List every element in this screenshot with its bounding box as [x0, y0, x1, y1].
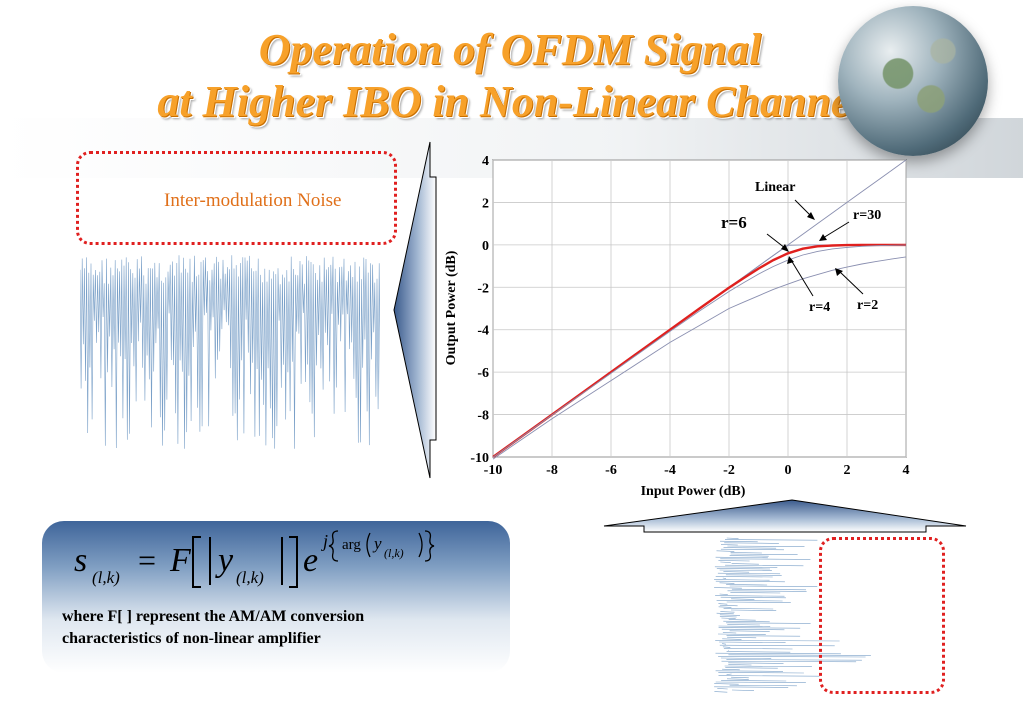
eq-arg: y [215, 542, 234, 579]
eq-right-bracket [289, 536, 298, 588]
pointer-r6 [766, 233, 786, 249]
tick-labels: -10 -8 -6 -4 -2 0 2 4 -10 -8 -6 -4 -2 0 2 4 [470, 154, 909, 478]
pointer-linear-head [807, 212, 815, 220]
eq-lhs: s [74, 542, 87, 579]
y-tick-label: -10 [470, 451, 489, 466]
y-tick-label: -4 [477, 324, 489, 339]
pointer-r6-head [781, 244, 789, 252]
eq-left-bracket [192, 536, 201, 588]
x-tick-label: -2 [723, 463, 735, 478]
pointer-r30-head [819, 234, 827, 241]
eq-exp-sub: (l,k) [384, 546, 404, 560]
x-tick-label: -4 [664, 463, 676, 478]
pointer-linear [794, 199, 812, 217]
eq-func: F [169, 542, 192, 579]
clipped-signal-waveform [714, 537, 871, 693]
eq-lhs-sub: (l,k) [92, 568, 120, 587]
magnify-arrow-bottom [603, 499, 967, 533]
y-tick-label: 0 [482, 239, 489, 254]
clipped-waveform-trace [714, 537, 871, 693]
caption-line-2: characteristics of non-linear amplifier [62, 630, 321, 647]
label-r4: r=4 [809, 300, 830, 315]
x-tick-label: 2 [844, 463, 851, 478]
y-tick-label: -8 [477, 409, 489, 424]
eq-equals: = [138, 542, 156, 578]
x-tick-label: -10 [484, 463, 503, 478]
eq-base: e [303, 542, 318, 579]
title-line-2: at Higher IBO in Non-Linear Channel [157, 77, 863, 126]
eq-exp-left-paren [366, 532, 371, 558]
signal-equation: s (l,k) = F y (l,k) e j arg y (l,k) [74, 530, 435, 588]
label-linear: Linear [755, 180, 795, 195]
title-line-1: Operation of OFDM Signal [258, 25, 762, 74]
x-tick-label: 0 [785, 463, 792, 478]
intermodulation-noise-label: Inter-modulation Noise [164, 190, 342, 211]
magnify-arrow-left [393, 141, 437, 479]
y-tick-label: 4 [482, 154, 489, 169]
eq-exp-arg: arg [342, 537, 361, 553]
pointer-r2 [838, 270, 864, 295]
equation-caption: where F[ ] represent the AM/AM conversio… [62, 606, 502, 650]
eq-exp-right-paren [418, 532, 423, 558]
pointer-r30 [822, 221, 850, 239]
y-tick-label: -6 [477, 366, 489, 381]
globe-icon [838, 6, 988, 156]
eq-exp-right-brace [424, 530, 435, 562]
y-tick-label: 2 [482, 196, 489, 211]
series-line-r2 [492, 256, 907, 460]
eq-exp-y: y [372, 534, 382, 553]
am-am-chart: -10 -8 -6 -4 -2 0 2 4 -10 -8 -6 -4 -2 0 2 4 Input Power… [444, 154, 910, 499]
curves [492, 159, 907, 460]
eq-exp-left-brace [328, 530, 339, 562]
eq-exp-j: j [321, 531, 328, 551]
x-axis-label: Input Power (dB) [641, 484, 746, 499]
pointer-r2-head [835, 268, 843, 276]
x-tick-label: 4 [903, 463, 910, 478]
series-line-r4 [492, 244, 907, 458]
pointer-r4-head [787, 256, 794, 264]
slide-title: Operation of OFDM Signal at Higher IBO i… [60, 24, 960, 128]
label-r2: r=2 [857, 298, 878, 313]
grid [492, 159, 907, 458]
clipping-region-box [819, 537, 945, 694]
label-r30: r=30 [853, 208, 881, 223]
label-r6: r=6 [721, 213, 747, 232]
y-tick-label: -2 [477, 281, 489, 296]
waveform-trace [80, 255, 380, 449]
x-tick-label: -6 [605, 463, 617, 478]
caption-line-1: where F[ ] represent the AM/AM conversio… [62, 608, 365, 625]
ofdm-time-signal-waveform [80, 255, 380, 449]
intermodulation-noise-box [76, 151, 397, 245]
eq-arg-sub: (l,k) [236, 568, 264, 587]
pointer-r4 [790, 259, 814, 297]
series-line-r6 [492, 243, 906, 458]
x-tick-label: -8 [546, 463, 558, 478]
y-axis-label: Output Power (dB) [444, 250, 459, 365]
